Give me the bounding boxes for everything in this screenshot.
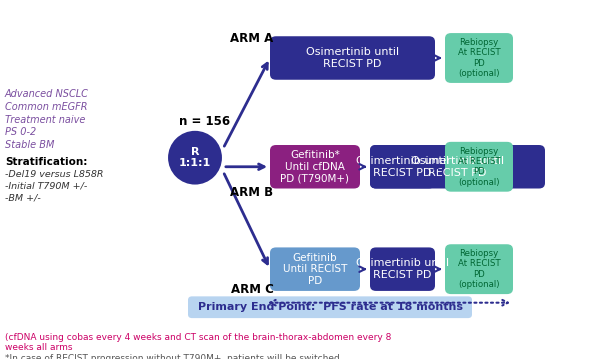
FancyBboxPatch shape	[445, 142, 513, 192]
Text: (cfDNA using cobas every 4 weeks and CT scan of the brain-thorax-abdomen every 8: (cfDNA using cobas every 4 weeks and CT …	[5, 332, 391, 352]
Text: Rebiopsy
At RECIST
PD
(optional): Rebiopsy At RECIST PD (optional)	[458, 38, 500, 78]
FancyBboxPatch shape	[270, 247, 360, 291]
Text: Gefitinib*
Until cfDNA
PD (T790M+): Gefitinib* Until cfDNA PD (T790M+)	[281, 150, 349, 183]
Text: ARM A: ARM A	[230, 32, 274, 45]
Text: n = 156: n = 156	[179, 115, 230, 128]
FancyBboxPatch shape	[370, 247, 435, 291]
Text: Gefitinib
Until RECIST
PD: Gefitinib Until RECIST PD	[283, 253, 347, 286]
Text: Osimertinib until
RECIST PD: Osimertinib until RECIST PD	[411, 156, 504, 178]
Text: Rebiopsy
At RECIST
PD
(optional): Rebiopsy At RECIST PD (optional)	[458, 249, 500, 289]
Text: -Initial T790M +/-: -Initial T790M +/-	[5, 181, 87, 190]
Text: Osimertinib until
RECIST PD: Osimertinib until RECIST PD	[356, 156, 449, 178]
FancyBboxPatch shape	[188, 297, 472, 318]
Text: PS 0-2: PS 0-2	[5, 127, 36, 137]
Text: Stratification:: Stratification:	[5, 157, 88, 167]
FancyBboxPatch shape	[270, 145, 360, 188]
Text: Stable BM: Stable BM	[5, 140, 55, 150]
Ellipse shape	[167, 130, 223, 186]
Text: -BM +/-: -BM +/-	[5, 193, 41, 202]
Text: Primary End Point:  PFS rate at 18 months: Primary End Point: PFS rate at 18 months	[197, 302, 463, 312]
FancyBboxPatch shape	[370, 145, 435, 188]
Text: R
1:1:1: R 1:1:1	[179, 147, 211, 168]
Text: Common mEGFR: Common mEGFR	[5, 102, 88, 112]
Text: ARM B: ARM B	[230, 186, 274, 199]
FancyBboxPatch shape	[370, 145, 545, 188]
Text: Osimertinib until
RECIST PD: Osimertinib until RECIST PD	[356, 258, 449, 280]
FancyBboxPatch shape	[270, 36, 435, 80]
Text: Advanced NSCLC: Advanced NSCLC	[5, 89, 89, 99]
FancyBboxPatch shape	[445, 33, 513, 83]
Text: -Del19 versus L858R: -Del19 versus L858R	[5, 169, 104, 178]
Text: Treatment naive: Treatment naive	[5, 115, 85, 125]
Text: Rebiopsy
At RECIST
PD
(optional): Rebiopsy At RECIST PD (optional)	[458, 147, 500, 187]
Text: Osimertinib until
RECIST PD: Osimertinib until RECIST PD	[306, 47, 399, 69]
Text: ARM C: ARM C	[230, 283, 274, 295]
Text: *In case of RECIST progression without T790M+, patients will be switched: *In case of RECIST progression without T…	[5, 354, 340, 359]
FancyBboxPatch shape	[445, 244, 513, 294]
